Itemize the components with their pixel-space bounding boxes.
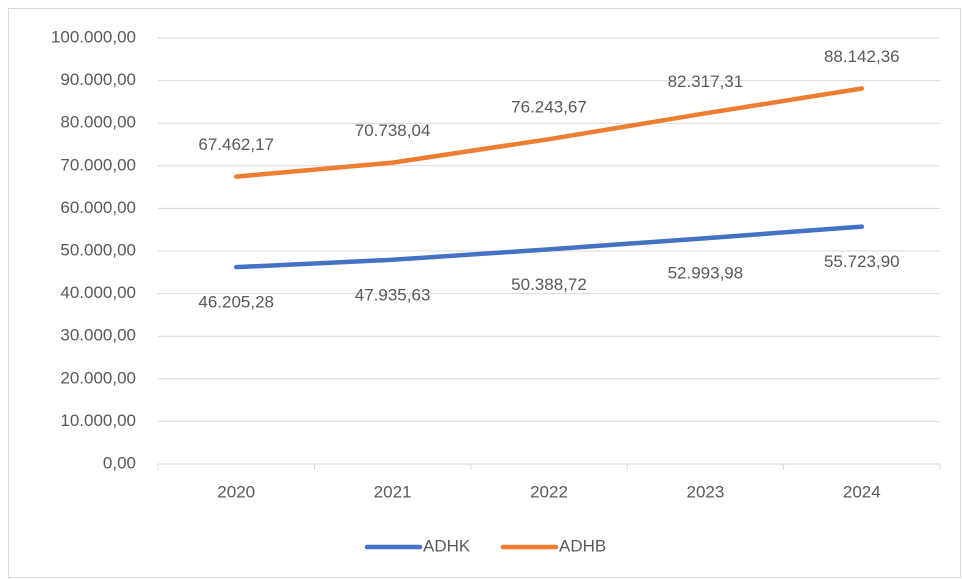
data-label: 76.243,67 [511, 98, 587, 117]
y-tick-label: 90.000,00 [60, 70, 136, 89]
x-tick-label: 2021 [374, 482, 412, 501]
line-series [233, 224, 865, 270]
y-tick-label: 20.000,00 [60, 368, 136, 387]
data-label: 50.388,72 [511, 275, 587, 294]
x-tick-label: 2024 [843, 482, 881, 501]
y-tick-label: 70.000,00 [60, 155, 136, 174]
y-tick-label: 60.000,00 [60, 198, 136, 217]
x-tick-label: 2020 [217, 482, 255, 501]
y-tick-label: 0,00 [103, 453, 136, 472]
line-series [233, 86, 865, 179]
y-tick-label: 40.000,00 [60, 283, 136, 302]
data-label: 82.317,31 [668, 72, 744, 91]
y-tick-label: 50.000,00 [60, 240, 136, 259]
data-label: 55.723,90 [824, 252, 900, 271]
x-tick-label: 2023 [686, 482, 724, 501]
data-label: 52.993,98 [668, 264, 744, 283]
x-tick-label: 2022 [530, 482, 568, 501]
legend-label: ADHB [559, 536, 606, 555]
data-label: 67.462,17 [198, 135, 274, 154]
y-tick-label: 30.000,00 [60, 326, 136, 345]
y-tick-label: 10.000,00 [60, 411, 136, 430]
y-tick-label: 80.000,00 [60, 113, 136, 132]
chart-frame [8, 8, 961, 578]
legend-label: ADHK [423, 536, 471, 555]
data-label: 70.738,04 [355, 121, 431, 140]
y-tick-label: 100.000,00 [51, 27, 136, 46]
data-label: 88.142,36 [824, 47, 900, 66]
data-label: 47.935,63 [355, 285, 431, 304]
data-label: 46.205,28 [198, 293, 274, 312]
